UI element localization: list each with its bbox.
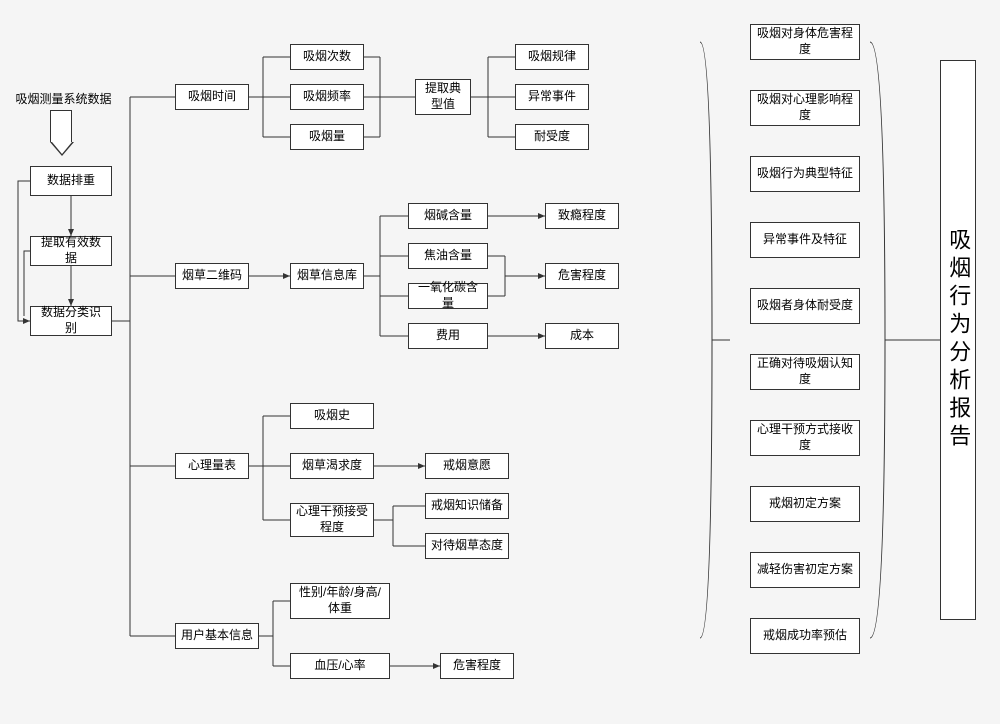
- sub-tar: 焦油含量: [408, 243, 488, 269]
- report-item-1: 吸烟对身体危害程度: [750, 24, 860, 60]
- cat-tobacco-qr: 烟草二维码: [175, 263, 249, 289]
- out-harm-degree2: 危害程度: [440, 653, 514, 679]
- sub-smoke-freq: 吸烟频率: [290, 84, 364, 110]
- sub-nicotine: 烟碱含量: [408, 203, 488, 229]
- report-item-3: 吸烟行为典型特征: [750, 156, 860, 192]
- node-dedup: 数据排重: [30, 166, 112, 196]
- mid-typical-value: 提取典型值: [415, 79, 471, 115]
- sub-cost: 费用: [408, 323, 488, 349]
- out-anomaly: 异常事件: [515, 84, 589, 110]
- report-item-6: 正确对待吸烟认知度: [750, 354, 860, 390]
- sub-intervention-accept: 心理干预接受程度: [290, 503, 374, 537]
- sub-bp-hr: 血压/心率: [290, 653, 390, 679]
- tobacco-db: 烟草信息库: [290, 263, 364, 289]
- sub-smoke-count: 吸烟次数: [290, 44, 364, 70]
- sub-co: 一氧化碳含量: [408, 283, 488, 309]
- sub-smoke-history: 吸烟史: [290, 403, 374, 429]
- arrow-input: [50, 110, 72, 142]
- cat-user-basic: 用户基本信息: [175, 623, 259, 649]
- cat-smoking-time: 吸烟时间: [175, 84, 249, 110]
- cat-psych-scale: 心理量表: [175, 453, 249, 479]
- report-item-5: 吸烟者身体耐受度: [750, 288, 860, 324]
- out-harm-degree: 危害程度: [545, 263, 619, 289]
- node-classify: 数据分类识别: [30, 306, 112, 336]
- sub-demographics: 性别/年龄/身高/体重: [290, 583, 390, 619]
- sub-smoke-amount: 吸烟量: [290, 124, 364, 150]
- report-item-7: 心理干预方式接收度: [750, 420, 860, 456]
- out-tolerance: 耐受度: [515, 124, 589, 150]
- out-tobacco-attitude: 对待烟草态度: [425, 533, 509, 559]
- out-quit-will: 戒烟意愿: [425, 453, 509, 479]
- sub-craving: 烟草渴求度: [290, 453, 374, 479]
- input-label: 吸烟测量系统数据: [6, 90, 121, 107]
- report-item-2: 吸烟对心理影响程度: [750, 90, 860, 126]
- report-item-8: 戒烟初定方案: [750, 486, 860, 522]
- out-cost: 成本: [545, 323, 619, 349]
- report-item-10: 戒烟成功率预估: [750, 618, 860, 654]
- node-extract-valid: 提取有效数据: [30, 236, 112, 266]
- final-report: 吸烟行为分析报告: [940, 60, 976, 620]
- report-item-9: 减轻伤害初定方案: [750, 552, 860, 588]
- report-item-4: 异常事件及特征: [750, 222, 860, 258]
- out-addiction: 致瘾程度: [545, 203, 619, 229]
- out-smoke-pattern: 吸烟规律: [515, 44, 589, 70]
- out-quit-knowledge: 戒烟知识储备: [425, 493, 509, 519]
